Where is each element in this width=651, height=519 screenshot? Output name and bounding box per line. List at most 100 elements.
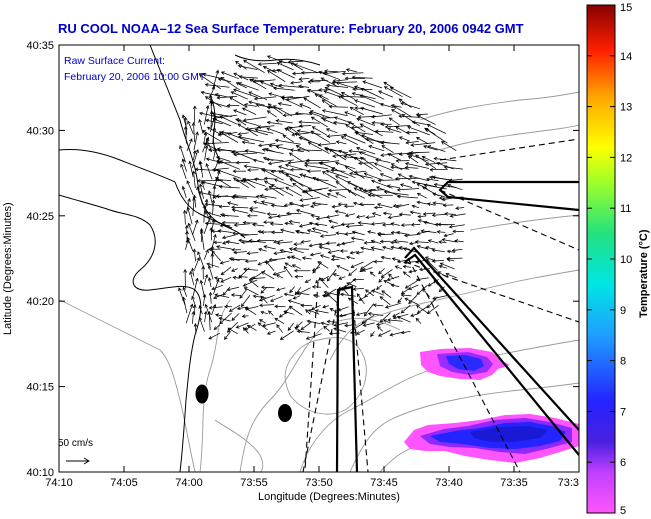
current-vector-head (204, 303, 209, 308)
current-vector-head (390, 222, 395, 226)
current-vector-head (293, 246, 297, 251)
current-vector (305, 279, 312, 283)
current-vector (342, 72, 364, 75)
current-vector-head (302, 174, 307, 178)
current-vector (416, 277, 429, 281)
current-vector-head (349, 330, 354, 335)
current-vector-head (327, 188, 332, 193)
current-vector (399, 136, 410, 142)
current-vector (196, 186, 204, 205)
current-vector-head (260, 295, 265, 300)
current-vector (409, 242, 418, 245)
current-vector (243, 268, 259, 271)
current-vector (261, 286, 275, 289)
current-vector-head (238, 274, 243, 279)
current-vector-head (240, 303, 245, 308)
current-vector-head (284, 221, 289, 226)
current-vector-head (247, 168, 251, 172)
current-vector (239, 76, 259, 79)
current-vector (263, 169, 284, 181)
current-vector (344, 324, 355, 327)
current-vector-head (396, 315, 401, 320)
current-vector (284, 203, 295, 206)
current-vector (383, 212, 392, 215)
current-vector-head (182, 209, 187, 214)
current-vector-head (331, 204, 336, 209)
current-vector (194, 257, 200, 270)
current-vector (256, 104, 274, 108)
current-vector (432, 295, 448, 300)
current-vector (253, 201, 268, 206)
current-vector (235, 118, 259, 127)
current-vector (368, 313, 384, 316)
current-vector (245, 150, 265, 154)
current-vector-head (360, 266, 364, 270)
current-vector-head (352, 87, 356, 92)
current-vector (368, 145, 385, 152)
current-vector-head (278, 170, 282, 174)
current-vector (449, 178, 463, 181)
current-vector-head (328, 219, 333, 224)
current-vector (295, 132, 311, 142)
current-vector (193, 195, 197, 208)
current-vector (268, 186, 284, 197)
current-vector (358, 222, 373, 225)
current-vector (215, 294, 230, 298)
current-vector (199, 305, 203, 315)
current-vector-head (340, 222, 345, 227)
current-vector-head (230, 293, 235, 297)
current-vector (208, 332, 220, 340)
current-vector-head (292, 295, 297, 300)
current-vector (400, 102, 421, 110)
current-vector (447, 250, 456, 253)
current-vector-head (205, 118, 210, 123)
current-vector-head (260, 230, 264, 234)
current-vector-head (308, 243, 313, 248)
current-vector-head (431, 213, 436, 218)
current-vector-head (209, 100, 214, 105)
current-vector (374, 162, 394, 172)
current-vector-head (440, 141, 445, 145)
current-vector-head (432, 201, 437, 206)
depth-marker (195, 384, 209, 404)
current-vector (244, 287, 259, 296)
current-vector-head (274, 138, 279, 143)
current-vector-head (218, 316, 223, 321)
current-vector-head (185, 230, 189, 235)
current-vector-head (258, 247, 262, 252)
current-vector-head (307, 187, 312, 192)
current-vector-head (214, 93, 219, 97)
current-vector-head (396, 194, 401, 199)
current-vector (227, 327, 238, 335)
current-vector (199, 112, 223, 119)
current-vector (289, 178, 311, 189)
current-vector (356, 118, 376, 127)
current-vector (192, 197, 195, 217)
current-vector-head (296, 291, 301, 295)
current-vector (308, 188, 330, 198)
x-tick-label: 73:40 (435, 477, 463, 489)
current-vector (274, 305, 286, 308)
current-vector-head (348, 149, 353, 154)
current-vector (267, 121, 283, 125)
current-vector (319, 94, 329, 100)
current-vector-head (439, 262, 444, 267)
current-vector (203, 132, 207, 145)
current-vector-head (355, 250, 360, 255)
current-vector (285, 173, 304, 187)
current-vector (439, 196, 464, 199)
current-vector-head (427, 239, 432, 243)
current-vector (400, 184, 413, 188)
current-vector-head (337, 95, 342, 99)
current-vector (193, 249, 196, 262)
current-vector-head (212, 185, 217, 189)
colorbar-tick-label: 8 (620, 356, 626, 368)
current-vector (360, 156, 382, 172)
current-vector-head (292, 182, 297, 187)
current-vector (289, 286, 295, 293)
current-vector (381, 256, 391, 260)
current-vector-head (343, 133, 348, 138)
current-vector (209, 101, 230, 108)
current-vector-head (264, 187, 269, 192)
current-vector-head (216, 147, 221, 151)
